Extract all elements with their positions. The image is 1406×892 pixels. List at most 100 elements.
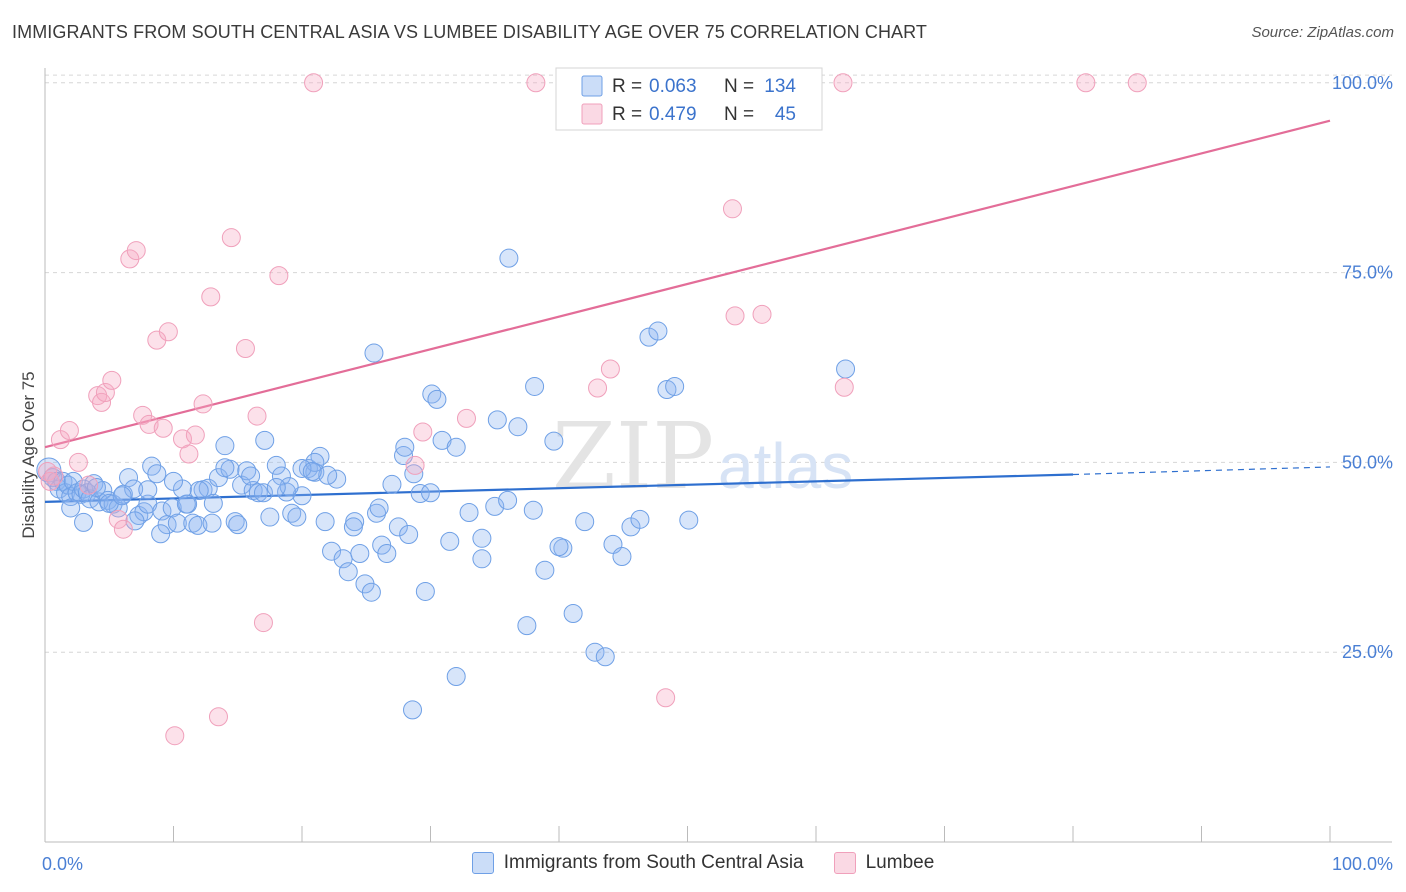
point-south-central-asia (563, 603, 583, 623)
stats-legend-n-label: N = (724, 104, 754, 125)
stats-legend-box (555, 67, 823, 131)
legend-item-south-central-asia[interactable]: Immigrants from South Central Asia (471, 852, 804, 874)
point-lumbee (40, 471, 60, 491)
point-lumbee (201, 287, 221, 307)
point-south-central-asia (364, 343, 384, 363)
point-lumbee (44, 466, 64, 486)
point-south-central-asia (535, 560, 555, 580)
point-south-central-asia (415, 581, 435, 601)
point-lumbee (304, 73, 324, 93)
point-south-central-asia (248, 483, 268, 503)
data-points (36, 73, 1147, 746)
stats-legend-r-value: 0.479 (649, 104, 697, 125)
point-lumbee (221, 228, 241, 248)
point-south-central-asia (472, 528, 492, 548)
legend-label-lumbee: Lumbee (865, 852, 935, 873)
point-south-central-asia (151, 524, 171, 544)
point-south-central-asia (138, 480, 158, 500)
point-lumbee (247, 406, 267, 426)
point-lumbee (185, 425, 205, 445)
point-lumbee (79, 475, 99, 495)
point-south-central-asia (404, 464, 424, 484)
axes (44, 68, 1392, 843)
y-tick-label: 100.0% (1332, 73, 1393, 93)
point-lumbee (179, 444, 199, 464)
stats-legend-r-label: R = (612, 76, 642, 97)
point-south-central-asia (369, 498, 389, 518)
point-lumbee (165, 726, 185, 746)
point-south-central-asia (544, 431, 564, 451)
point-south-central-asia (203, 493, 223, 513)
point-south-central-asia (74, 512, 94, 532)
point-south-central-asia (318, 465, 338, 485)
point-lumbee (193, 394, 213, 414)
trend-lines (44, 119, 1331, 503)
point-south-central-asia (225, 512, 245, 532)
point-lumbee (102, 370, 122, 390)
gridlines (45, 74, 1392, 653)
point-lumbee (235, 339, 255, 359)
x-tick-label-min: 0.0% (42, 854, 83, 874)
point-south-central-asia (377, 543, 397, 563)
point-south-central-asia (487, 410, 507, 430)
point-south-central-asia (338, 562, 358, 582)
point-lumbee (158, 322, 178, 342)
point-south-central-asia (215, 458, 235, 478)
point-south-central-asia (112, 486, 132, 506)
point-lumbee (456, 408, 476, 428)
point-south-central-asia (162, 498, 182, 518)
point-south-central-asia (56, 483, 76, 503)
point-lumbee (139, 414, 159, 434)
point-south-central-asia (498, 490, 518, 510)
stats-legend-r-value: 0.063 (649, 76, 697, 97)
point-lumbee (108, 509, 128, 529)
point-south-central-asia (189, 480, 209, 500)
point-south-central-asia (343, 517, 363, 537)
point-lumbee (656, 688, 676, 708)
point-south-central-asia (86, 477, 106, 497)
stats-legend: R = 0.063 N = 134 R = 0.479 N = 45 (555, 67, 823, 131)
stats-legend-n-value: 134 (764, 76, 796, 97)
point-south-central-asia (410, 484, 430, 504)
point-south-central-asia (630, 509, 650, 529)
stats-legend-n-value: 45 (775, 104, 796, 125)
point-lumbee (588, 378, 608, 398)
point-south-central-asia (277, 482, 297, 502)
point-south-central-asia (315, 512, 335, 532)
point-south-central-asia (403, 700, 423, 720)
point-south-central-asia (446, 437, 466, 457)
point-lumbee (833, 73, 853, 93)
point-lumbee (834, 377, 854, 397)
trend-line-lumbee (44, 119, 1331, 449)
point-south-central-asia (188, 515, 208, 535)
tick-labels: 25.0% 50.0% 75.0% 100.0% 0.0% 100.0% Disabilit… (19, 73, 1393, 874)
point-south-central-asia (657, 380, 677, 400)
point-south-central-asia (399, 525, 419, 545)
point-lumbee (59, 421, 79, 441)
watermark: ZIP atlas (552, 403, 853, 510)
point-south-central-asia (367, 503, 387, 523)
point-south-central-asia (665, 376, 685, 396)
legend-swatch-blue (471, 852, 494, 874)
point-lumbee (1076, 73, 1096, 93)
point-south-central-asia (472, 549, 492, 569)
point-south-central-asia (422, 384, 442, 404)
stats-legend-swatch (581, 103, 603, 125)
legend-item-lumbee[interactable]: Lumbee (833, 852, 935, 874)
x-tick-label-max: 100.0% (1332, 854, 1393, 874)
point-south-central-asia (525, 376, 545, 396)
point-lumbee (95, 383, 115, 403)
point-south-central-asia (523, 500, 543, 520)
point-south-central-asia (585, 642, 605, 662)
point-south-central-asia (302, 461, 322, 481)
stats-legend-swatch (581, 75, 603, 97)
point-lumbee (600, 359, 620, 379)
point-south-central-asia (147, 464, 167, 484)
point-lumbee (722, 199, 742, 219)
point-south-central-asia (260, 507, 280, 527)
stats-legend-r-label: R = (612, 104, 642, 125)
point-lumbee (113, 519, 133, 539)
point-south-central-asia (382, 474, 402, 494)
point-south-central-asia (446, 666, 466, 686)
